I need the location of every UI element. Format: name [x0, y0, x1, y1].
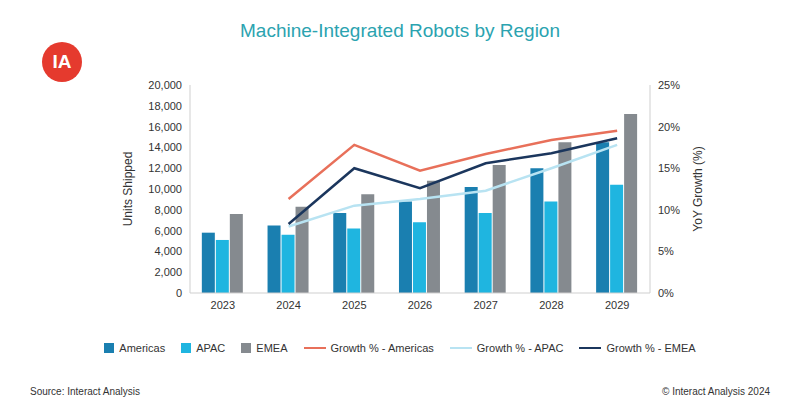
svg-text:2024: 2024 [276, 299, 300, 311]
svg-text:2027: 2027 [473, 299, 497, 311]
svg-text:YoY Growth (%): YoY Growth (%) [691, 146, 705, 231]
svg-text:6,000: 6,000 [154, 225, 182, 237]
html-text:© Interact Analysis 2024: © Interact Analysis 2024 [662, 386, 770, 397]
svg-text:10,000: 10,000 [148, 183, 182, 195]
svg-text:20,000: 20,000 [148, 79, 182, 91]
svg-text:18,000: 18,000 [148, 100, 182, 112]
svg-text:2028: 2028 [539, 299, 563, 311]
html-text:IA: IA [52, 51, 72, 72]
html-text:APAC: APAC [196, 342, 226, 354]
svg-text:20%: 20% [658, 121, 680, 133]
svg-text:4,000: 4,000 [154, 245, 182, 257]
svg-text:2026: 2026 [408, 299, 432, 311]
html-text:Machine-Integrated Robots by R: Machine-Integrated Robots by Region [240, 20, 560, 41]
svg-text:2025: 2025 [342, 299, 366, 311]
svg-text:2,000: 2,000 [154, 266, 182, 278]
svg-text:16,000: 16,000 [148, 121, 182, 133]
html-text:Growth % - EMEA: Growth % - EMEA [606, 342, 696, 354]
svg-text:10%: 10% [658, 204, 680, 216]
svg-text:15%: 15% [658, 162, 680, 174]
svg-text:0%: 0% [658, 287, 674, 299]
svg-text:2029: 2029 [605, 299, 629, 311]
svg-text:12,000: 12,000 [148, 162, 182, 174]
html-text:Source: Interact Analysis: Source: Interact Analysis [30, 386, 141, 397]
html-text:Americas: Americas [119, 342, 166, 354]
svg-text:14,000: 14,000 [148, 141, 182, 153]
html-text:EMEA: EMEA [256, 342, 288, 354]
svg-text:2023: 2023 [211, 299, 235, 311]
svg-text:8,000: 8,000 [154, 204, 182, 216]
svg-text:25%: 25% [658, 79, 680, 91]
svg-text:5%: 5% [658, 245, 674, 257]
html-text:Growth % - APAC: Growth % - APAC [476, 342, 564, 354]
svg-text:Units Shipped: Units Shipped [121, 152, 135, 227]
html-text:Growth % - Americas: Growth % - Americas [330, 342, 434, 354]
svg-text:0: 0 [176, 287, 182, 299]
